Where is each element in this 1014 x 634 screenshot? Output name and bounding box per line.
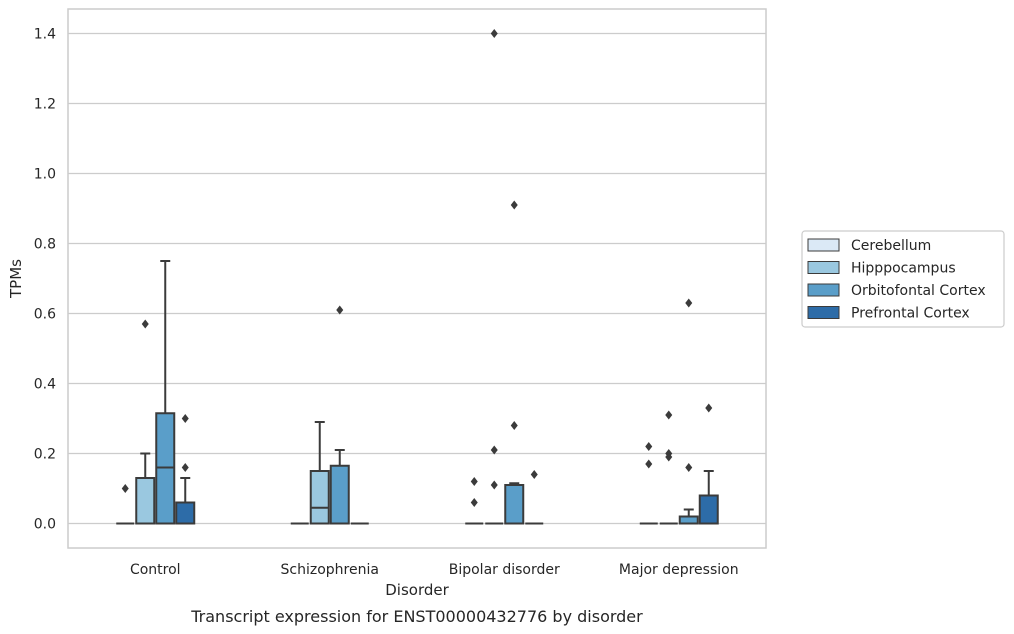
y-tick-label: 0.8 — [34, 237, 56, 253]
x-tick-label: Control — [130, 562, 181, 578]
x-axis-label: Disorder — [385, 581, 449, 599]
y-tick-label: 0.0 — [34, 517, 56, 533]
x-tick-label: Major depression — [619, 562, 739, 578]
grid-lines — [68, 32, 766, 525]
box-orbitofontal-cortex — [329, 305, 350, 525]
outlier-point — [645, 442, 653, 451]
outlier-point — [685, 298, 693, 308]
legend-swatch — [807, 261, 840, 274]
box-prefrontal-cortex — [698, 403, 719, 525]
x-tick-label: Bipolar disorder — [449, 562, 560, 578]
outlier-point — [470, 498, 478, 507]
box-orbitofontal-cortex — [504, 200, 525, 525]
y-axis-label: TPMs — [7, 259, 25, 299]
outlier-point — [645, 459, 653, 469]
outlier-point — [181, 414, 189, 423]
outlier-point — [490, 480, 498, 490]
outlier-point — [490, 445, 498, 455]
box-hipppocampus — [135, 319, 156, 525]
x-tick-label: Schizophrenia — [281, 562, 379, 578]
box-body — [175, 501, 196, 525]
box-body — [698, 494, 719, 525]
outlier-point — [665, 449, 673, 458]
outlier-point — [510, 200, 518, 210]
box-cerebellum — [116, 484, 135, 525]
box-cerebellum — [639, 442, 658, 525]
legend: Cerebellum Hipppocampus Orbitofontal Corte… — [801, 230, 1005, 328]
y-tick-label: 1.2 — [34, 97, 56, 113]
chart-caption: Transcript expression for ENST0000043277… — [190, 607, 643, 626]
legend-box — [801, 230, 1005, 328]
outlier-point — [181, 463, 189, 472]
outlier-point — [336, 305, 344, 315]
x-ticks: Control Schizophrenia Bipolar disorder Majo… — [130, 562, 739, 578]
boxes — [116, 29, 719, 525]
legend-label: Prefrontal Cortex — [851, 306, 970, 322]
box-prefrontal-cortex — [525, 470, 544, 525]
box-cerebellum — [465, 477, 484, 525]
box-hipppocampus — [659, 410, 678, 525]
y-tick-label: 1.0 — [34, 167, 56, 183]
outlier-point — [470, 477, 478, 486]
box-orbitofontal-cortex — [155, 260, 176, 525]
y-tick-label: 1.4 — [34, 27, 56, 43]
y-tick-label: 0.6 — [34, 307, 56, 323]
box-hipppocampus — [485, 29, 504, 525]
outlier-point — [685, 463, 693, 472]
outlier-point — [490, 29, 498, 38]
box-body — [309, 470, 330, 525]
legend-swatch — [807, 306, 840, 319]
box-orbitofontal-cortex — [678, 298, 699, 525]
box-body — [329, 464, 350, 525]
legend-swatch — [807, 238, 840, 252]
box-body — [135, 477, 156, 525]
box-prefrontal-cortex — [175, 414, 196, 525]
y-tick-label: 0.2 — [34, 447, 56, 463]
legend-label: Orbitofontal Cortex — [851, 283, 986, 299]
outlier-point — [141, 319, 149, 329]
legend-label: Cerebellum — [851, 238, 931, 254]
outlier-point — [705, 403, 713, 413]
y-ticks: 0.0 0.2 0.4 0.6 0.8 1.0 1.2 1.4 — [34, 27, 56, 533]
legend-label: Hipppocampus — [851, 261, 956, 277]
y-tick-label: 0.4 — [34, 377, 56, 393]
box-body — [504, 484, 525, 525]
plot-frame — [67, 8, 767, 549]
outlier-point — [510, 421, 518, 430]
outlier-point — [530, 470, 538, 479]
box-body — [678, 515, 699, 525]
box-hipppocampus — [309, 421, 330, 525]
outlier-point — [121, 484, 129, 493]
legend-swatch — [807, 283, 840, 297]
outlier-point — [665, 410, 673, 420]
